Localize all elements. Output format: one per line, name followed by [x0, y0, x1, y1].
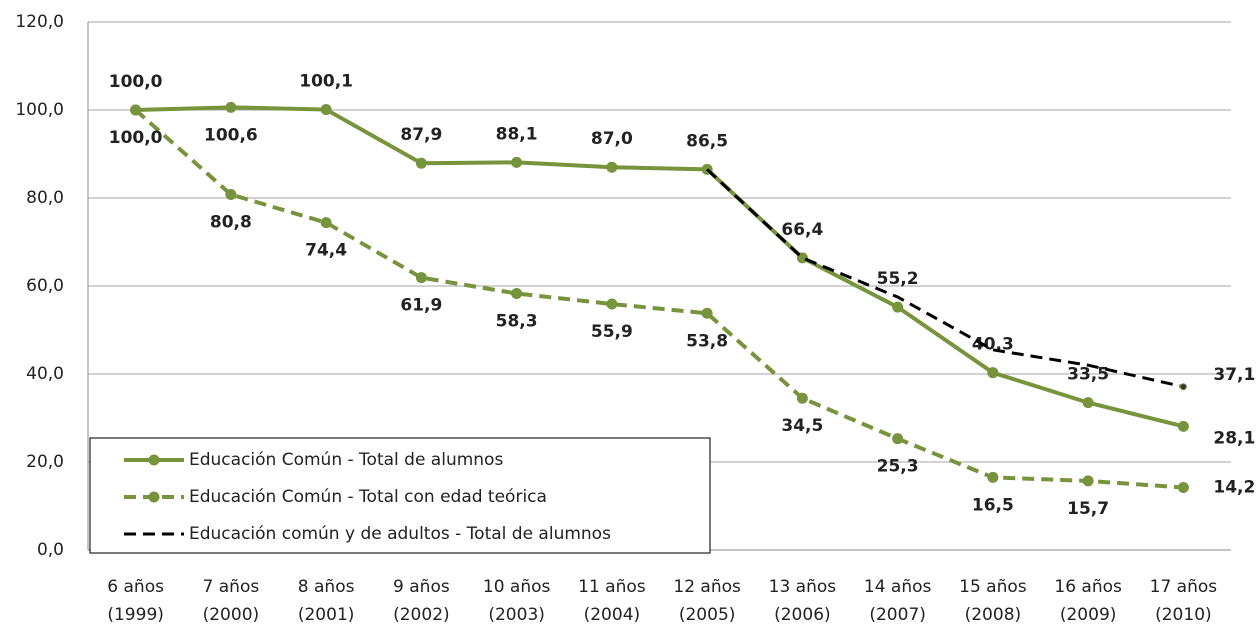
- point: [892, 433, 904, 445]
- point: [225, 101, 237, 113]
- point: [606, 161, 618, 173]
- y-tick-label: 120,0: [15, 12, 64, 32]
- value-label: 80,8: [210, 212, 252, 232]
- x-tick-label: 8 años (2001): [298, 577, 355, 625]
- x-tick-label: 16 años (2009): [1054, 577, 1122, 625]
- x-tick-label: 17 años (2010): [1150, 577, 1218, 625]
- y-tick-label: 40,0: [26, 364, 64, 384]
- point: [320, 217, 332, 229]
- legend-label: Educación Común - Total con edad teórica: [189, 487, 547, 507]
- y-tick-label: 0,0: [37, 540, 64, 560]
- x-tick-label: 11 años (2004): [578, 577, 646, 625]
- point: [987, 471, 999, 483]
- x-tick-label: 6 años (1999): [107, 577, 164, 625]
- value-label: 100,0: [109, 128, 163, 148]
- x-tick-label: 14 años (2007): [864, 577, 932, 625]
- value-label: 33,5: [1067, 365, 1109, 385]
- legend: Educación Común - Total de alumnos Educac…: [89, 437, 711, 554]
- legend-label: Educación Común - Total de alumnos: [189, 450, 503, 470]
- y-tick-label: 60,0: [26, 276, 64, 296]
- value-label: 34,5: [781, 416, 823, 436]
- value-label: 37,1: [1213, 365, 1255, 385]
- value-label: 66,4: [781, 220, 823, 240]
- point: [1177, 482, 1189, 494]
- value-label: 55,9: [591, 322, 633, 342]
- x-tick-label: 7 años (2000): [203, 577, 260, 625]
- x-tick-label: 13 años (2006): [769, 577, 837, 625]
- x-tick-label: 9 años (2002): [393, 577, 450, 625]
- point: [1179, 383, 1187, 391]
- y-tick-label: 100,0: [15, 100, 64, 120]
- point: [415, 157, 427, 169]
- value-label: 100,6: [204, 125, 258, 145]
- point: [415, 272, 427, 284]
- point: [1082, 397, 1094, 409]
- x-tick-label: 15 años (2008): [959, 577, 1027, 625]
- point: [987, 367, 999, 379]
- point: [606, 298, 618, 310]
- value-label: 14,2: [1213, 478, 1255, 498]
- value-label: 61,9: [400, 296, 442, 316]
- point: [1082, 475, 1094, 487]
- x-tick-label: 12 años (2005): [673, 577, 741, 625]
- legend-box: [89, 437, 711, 554]
- point: [796, 392, 808, 404]
- value-label: 25,3: [877, 457, 919, 477]
- point: [320, 104, 332, 116]
- point: [511, 287, 523, 299]
- point: [892, 301, 904, 313]
- legend-marker: [148, 454, 160, 466]
- series-line: [135, 105, 1184, 429]
- y-tick-label: 80,0: [26, 188, 64, 208]
- value-label: 40,3: [972, 335, 1014, 355]
- value-label: 58,3: [496, 311, 538, 331]
- value-label: 87,9: [400, 125, 442, 145]
- value-label: 100,0: [109, 72, 163, 92]
- legend-label: Educación común y de adultos - Total de …: [189, 524, 611, 544]
- point: [225, 188, 237, 200]
- value-label: 16,5: [972, 495, 1014, 515]
- point: [130, 104, 142, 116]
- y-tick-label: 20,0: [26, 452, 64, 472]
- value-label: 100,1: [299, 72, 353, 92]
- legend-marker: [148, 491, 160, 503]
- value-label: 87,0: [591, 129, 633, 149]
- point: [701, 307, 713, 319]
- value-label: 86,5: [686, 131, 728, 151]
- value-label: 15,7: [1067, 499, 1109, 519]
- point: [511, 156, 523, 168]
- point: [1177, 420, 1189, 432]
- value-label: 28,1: [1213, 428, 1255, 448]
- value-label: 55,2: [877, 269, 919, 289]
- series-line: [706, 168, 1184, 389]
- value-label: 74,4: [305, 241, 347, 261]
- series-line: [134, 108, 1184, 490]
- x-tick-label: 10 años (2003): [483, 577, 551, 625]
- value-label: 53,8: [686, 331, 728, 351]
- value-label: 88,1: [496, 124, 538, 144]
